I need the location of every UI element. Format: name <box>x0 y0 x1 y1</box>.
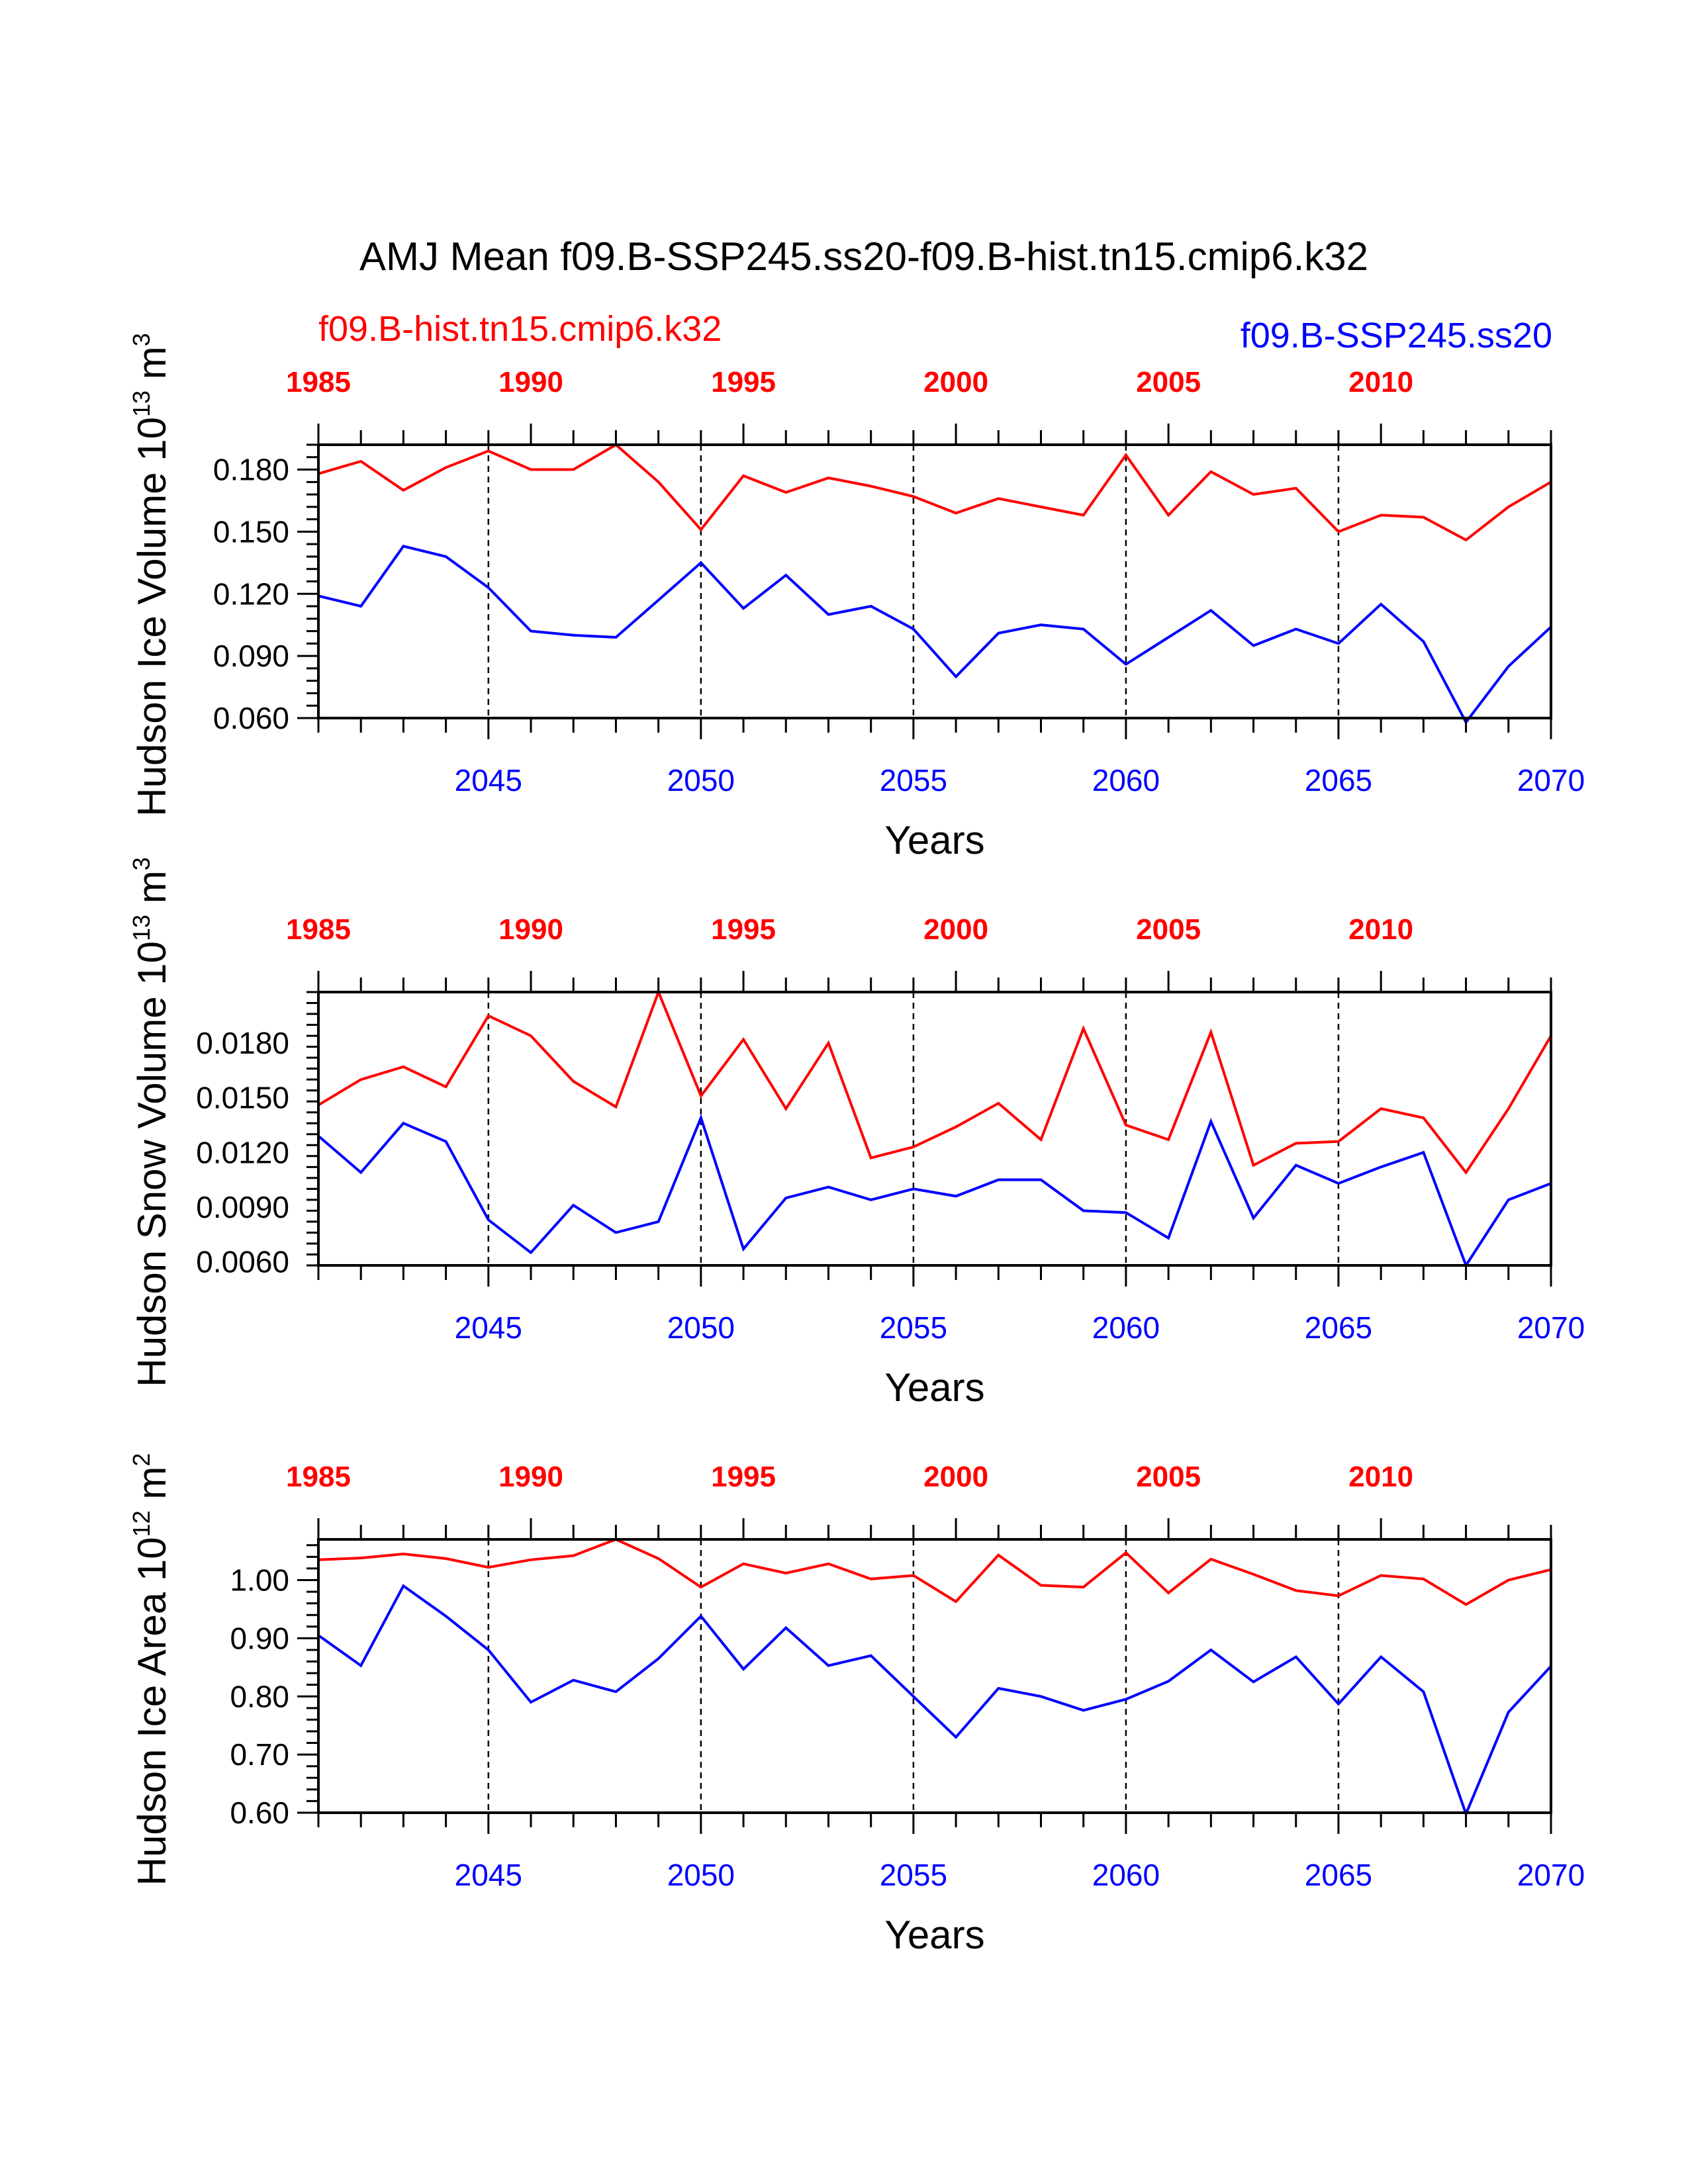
panel-3: 2045 2050 2055 2060 2065 2070 1985 1990 1995 2000… <box>128 1453 1585 1957</box>
y-axis-title-part: Hudson Ice Volume 10 <box>130 417 174 817</box>
chart-panels: 2045 2050 2055 2060 2065 2070 1985 1990 1995 2000… <box>128 333 1585 1957</box>
hist-series-line <box>318 1537 1552 1606</box>
y-tick-label: 0.090 <box>213 639 289 673</box>
x-tick-label: 2045 <box>455 763 522 797</box>
y-axis-title: Hudson Ice Volume 1013 m3 <box>128 333 174 816</box>
x-axis-title: Years <box>884 1913 984 1957</box>
x-tick-label: 2070 <box>1517 763 1585 797</box>
top-tick-label: 1990 <box>498 366 563 398</box>
y-axis-title: Hudson Snow Volume 1013 m3 <box>128 857 174 1387</box>
x-tick-label: 2055 <box>880 763 947 797</box>
y-axis-title-part: Hudson Ice Area 10 <box>130 1537 174 1886</box>
top-tick-label: 2005 <box>1136 1461 1201 1493</box>
top-tick-label: 1990 <box>498 913 563 946</box>
y-axis-title-superscript: 3 <box>128 857 155 870</box>
top-tick-label: 1985 <box>286 366 351 398</box>
hist-series-line <box>317 988 1552 1175</box>
y-axis-title-part: Hudson Snow Volume 10 <box>130 941 174 1387</box>
top-tick-label: 2000 <box>923 366 988 398</box>
top-tick-label: 1990 <box>498 1461 563 1493</box>
y-tick-label: 0.0060 <box>196 1244 289 1279</box>
y-tick-label: 0.150 <box>213 514 289 549</box>
y-axis-title-superscript: 13 <box>128 390 155 417</box>
top-tick-label: 2010 <box>1348 913 1413 946</box>
top-tick-label: 1985 <box>286 913 351 946</box>
x-tick-label: 2065 <box>1305 1858 1372 1892</box>
y-axis-title-superscript: 2 <box>128 1453 155 1467</box>
top-tick-label: 1995 <box>711 913 776 946</box>
ssp-series-line <box>318 545 1552 725</box>
y-axis-title-superscript: 13 <box>128 915 155 941</box>
ssp-series-line <box>317 1584 1552 1818</box>
chart-title: AMJ Mean f09.B-SSP245.ss20-f09.B-hist.tn… <box>359 234 1368 279</box>
y-tick-label: 0.70 <box>230 1737 289 1772</box>
top-tick-label: 2010 <box>1348 1461 1413 1493</box>
x-tick-label: 2060 <box>1092 763 1160 797</box>
y-axis-title-superscript: 12 <box>128 1510 155 1537</box>
y-tick-label: 0.060 <box>213 701 289 735</box>
legend-ssp-label: f09.B-SSP245.ss20 <box>1241 316 1552 355</box>
plot-frame <box>317 1538 1552 1814</box>
x-tick-label: 2065 <box>1305 763 1372 797</box>
plot-frame <box>317 991 1552 1267</box>
x-tick-label: 2050 <box>667 1310 735 1345</box>
y-tick-label: 0.0120 <box>196 1135 289 1169</box>
x-tick-label: 2050 <box>667 763 735 797</box>
panel-1: 2045 2050 2055 2060 2065 2070 1985 1990 1995 2000… <box>128 333 1585 862</box>
y-axis-title-part: m <box>130 870 174 915</box>
ssp-series-line <box>317 1114 1552 1269</box>
y-tick-label: 0.0150 <box>196 1081 289 1115</box>
top-tick-label: 2010 <box>1348 366 1413 398</box>
x-tick-label: 2060 <box>1092 1310 1160 1345</box>
y-axis-title: Hudson Ice Area 1012 m2 <box>128 1453 174 1886</box>
x-tick-label: 2060 <box>1092 1858 1160 1892</box>
y-tick-label: 0.80 <box>230 1679 289 1713</box>
plot-frame <box>317 443 1552 719</box>
top-tick-label: 2000 <box>923 913 988 946</box>
x-axis-title: Years <box>884 1365 984 1410</box>
y-tick-label: 0.0180 <box>196 1026 289 1060</box>
y-axis-title-superscript: 3 <box>128 333 155 346</box>
panel-2: 2045 2050 2055 2060 2065 2070 1985 1990 1995 2000… <box>128 857 1585 1410</box>
y-axis-title-part: m <box>130 1467 174 1511</box>
x-axis-title: Years <box>884 818 984 862</box>
top-tick-label: 1985 <box>286 1461 351 1493</box>
top-tick-label: 1995 <box>711 366 776 398</box>
y-tick-label: 0.60 <box>230 1796 289 1830</box>
x-tick-label: 2055 <box>880 1858 947 1892</box>
x-tick-label: 2045 <box>455 1310 522 1345</box>
x-tick-label: 2070 <box>1517 1858 1585 1892</box>
y-tick-label: 0.0090 <box>196 1190 289 1224</box>
legend-hist-label: f09.B-hist.tn15.cmip6.k32 <box>318 309 722 349</box>
x-tick-label: 2070 <box>1517 1310 1585 1345</box>
top-tick-label: 2000 <box>923 1461 988 1493</box>
top-tick-label: 2005 <box>1136 366 1201 398</box>
top-tick-label: 2005 <box>1136 913 1201 946</box>
hist-series-line <box>318 443 1552 542</box>
y-tick-label: 1.00 <box>230 1563 289 1598</box>
x-tick-label: 2055 <box>880 1310 947 1345</box>
top-tick-label: 1995 <box>711 1461 776 1493</box>
y-tick-label: 0.120 <box>213 576 289 611</box>
y-axis-title-part: m <box>130 346 174 390</box>
y-tick-label: 0.90 <box>230 1621 289 1655</box>
x-tick-label: 2065 <box>1305 1310 1372 1345</box>
y-tick-label: 0.180 <box>213 453 289 487</box>
x-tick-label: 2050 <box>667 1858 735 1892</box>
x-tick-label: 2045 <box>455 1858 522 1892</box>
